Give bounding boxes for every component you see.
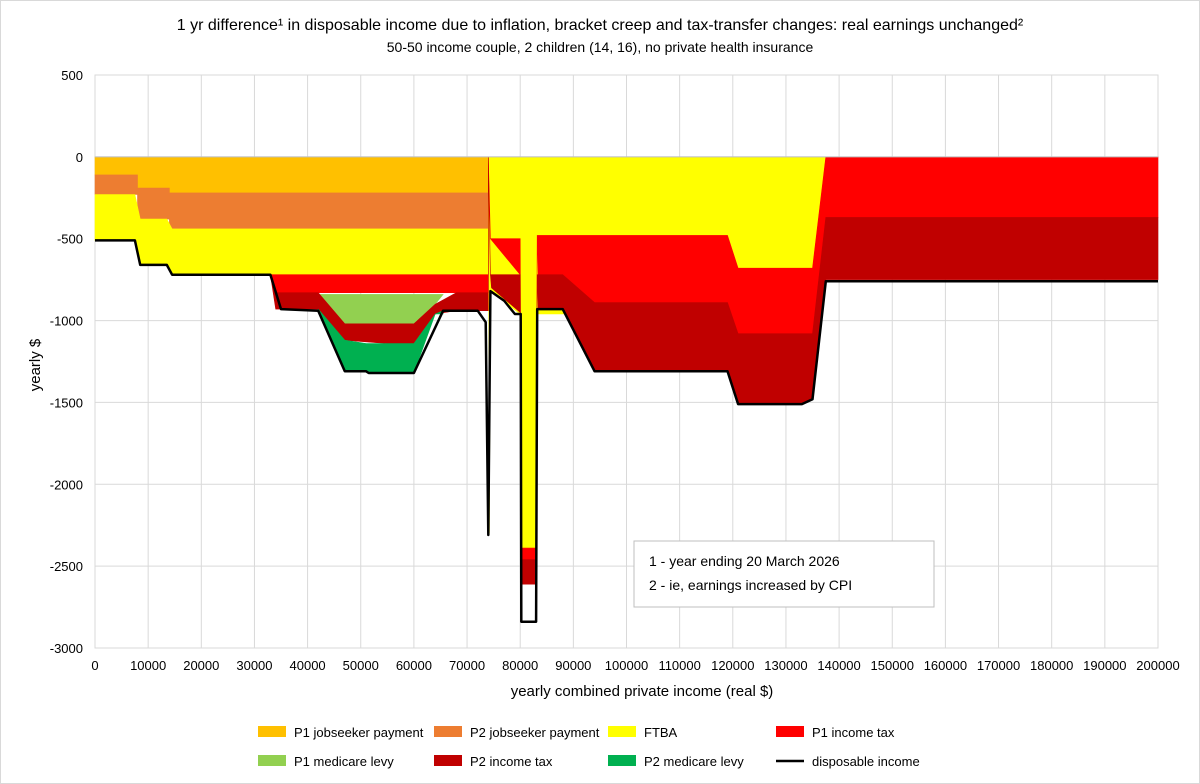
x-tick-label-20: 200000 — [1136, 658, 1179, 673]
x-tick-label-10: 100000 — [605, 658, 648, 673]
y-tick-label-5: -2000 — [50, 477, 83, 492]
x-tick-label-11: 110000 — [658, 658, 700, 673]
disposable-income-line-group — [95, 239, 1158, 624]
y-tick-label-3: -1000 — [50, 314, 83, 329]
x-tick-label-16: 160000 — [924, 658, 967, 673]
disposable-income-line — [95, 239, 1158, 624]
x-axis-title: yearly combined private income (real $) — [511, 683, 774, 700]
legend-label-p1-income-tax: P1 income tax — [812, 725, 895, 740]
legend-swatch-p2-income-tax — [434, 755, 462, 766]
legend-label-disposable-income: disposable income — [812, 754, 920, 769]
x-tick-label-4: 40000 — [290, 658, 326, 673]
x-tick-label-19: 190000 — [1083, 658, 1126, 673]
y-tick-label-0: 500 — [61, 68, 83, 83]
legend-label-ftba: FTBA — [644, 725, 678, 740]
note-1: 1 - year ending 20 March 2026 — [649, 553, 840, 569]
legend-label-p1-medicare-levy: P1 medicare levy — [294, 754, 394, 769]
y-tick-label-6: -2500 — [50, 559, 83, 574]
x-tick-label-1: 10000 — [130, 658, 166, 673]
x-tick-label-12: 120000 — [711, 658, 754, 673]
x-tick-label-9: 90000 — [555, 658, 591, 673]
legend-label-p2-income-tax: P2 income tax — [470, 754, 553, 769]
x-tick-label-6: 60000 — [396, 658, 432, 673]
legend-swatch-p2-medicare-levy — [608, 755, 636, 766]
legend-label-p1-jobseeker-payment: P1 jobseeker payment — [294, 725, 424, 740]
y-tick-label-2: -500 — [57, 232, 83, 247]
x-tick-label-8: 80000 — [502, 658, 538, 673]
chart-title: 1 yr difference¹ in disposable income du… — [177, 17, 1024, 34]
x-tick-label-2: 20000 — [183, 658, 219, 673]
y-tick-label-7: -3000 — [50, 641, 83, 656]
y-tick-label-1: 0 — [76, 150, 83, 165]
legend-swatch-p1-medicare-levy — [258, 755, 286, 766]
x-tick-label-3: 30000 — [236, 658, 272, 673]
x-tick-label-18: 180000 — [1030, 658, 1073, 673]
area-p1-jobseeker-payment — [94, 156, 489, 194]
legend: P1 jobseeker payment P2 jobseeker payment… — [258, 725, 920, 769]
legend-label-p2-medicare-levy: P2 medicare levy — [644, 754, 744, 769]
x-tick-label-13: 130000 — [764, 658, 807, 673]
x-tick-label-14: 140000 — [817, 658, 860, 673]
legend-swatch-p1-jobseeker-payment — [258, 726, 286, 737]
notes-box-frame — [633, 540, 935, 608]
plot-frame — [94, 74, 1159, 649]
area-p1-income-tax — [269, 156, 1159, 560]
x-tick-label-0: 0 — [91, 658, 98, 673]
chart-subtitle: 50-50 income couple, 2 children (14, 16)… — [387, 39, 814, 55]
note-2: 2 - ie, earnings increased by CPI — [649, 577, 852, 593]
legend-swatch-ftba — [608, 726, 636, 737]
legend-swatch-p2-jobseeker-payment — [434, 726, 462, 737]
legend-label-p2-jobseeker-payment: P2 jobseeker payment — [470, 725, 600, 740]
notes-box: 1 - year ending 20 March 2026 2 - ie, ea… — [633, 540, 935, 608]
y-tick-label-4: -1500 — [50, 395, 83, 410]
y-axis-title: yearly $ — [27, 338, 44, 391]
legend-swatch-p1-income-tax — [776, 726, 804, 737]
x-tick-label-15: 150000 — [871, 658, 914, 673]
x-tick-label-17: 170000 — [977, 658, 1020, 673]
x-tick-label-7: 70000 — [449, 658, 485, 673]
x-tick-label-5: 50000 — [343, 658, 379, 673]
axes: 500 0 -500 -1000 -1500 -2000 -2500 -3000 0 10000 2… — [50, 68, 1180, 673]
